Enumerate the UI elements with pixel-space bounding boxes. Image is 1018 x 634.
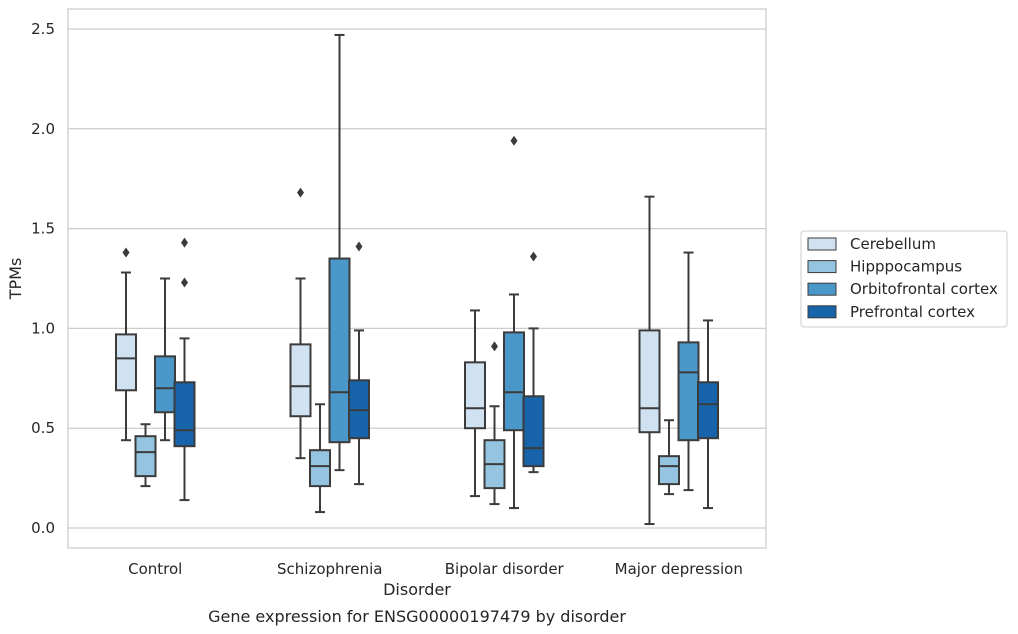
x-tick-label: Schizophrenia (277, 560, 382, 578)
box-group (638, 195, 661, 526)
y-tick-label: 2.0 (31, 120, 55, 138)
box-group (309, 403, 331, 514)
legend: Cerebellum Hipppocampus Orbitofrontal cort… (800, 230, 1008, 328)
legend-item: Prefrontal cortex (807, 303, 975, 321)
outlier-point (181, 277, 188, 288)
box-group (134, 423, 157, 488)
box (638, 329, 661, 434)
legend-items: Cerebellum Hipppocampus Orbitofrontal cort… (807, 235, 998, 321)
box (328, 257, 351, 444)
outlier-point (491, 341, 498, 352)
y-axis-title: TPMs (6, 258, 25, 301)
y-tick-label: 2.5 (31, 20, 55, 38)
outlier-point (530, 251, 537, 262)
box (115, 333, 137, 392)
x-tick-label: Bipolar disorder (445, 560, 565, 578)
legend-swatch (807, 260, 837, 274)
y-tick-label: 0.5 (31, 419, 55, 437)
y-tick-label: 1.5 (31, 220, 55, 238)
series-prefrontal-cortex (173, 237, 719, 510)
legend-swatch (807, 282, 837, 296)
box (503, 331, 525, 432)
box (173, 381, 196, 448)
chart-caption: Gene expression for ENSG00000197479 by d… (208, 607, 626, 626)
legend-label: Orbitofrontal cortex (850, 280, 998, 298)
box-group (658, 419, 680, 496)
box-group (348, 241, 370, 486)
outlier-point (181, 237, 188, 248)
box (464, 361, 486, 430)
box-group (115, 247, 137, 442)
outlier-point (297, 187, 304, 198)
legend-swatch (807, 305, 837, 319)
outlier-point (355, 241, 363, 252)
y-tick-labels: 0.0 0.5 1.0 1.5 2.0 2.5 (31, 20, 55, 537)
box (289, 343, 312, 418)
x-tick-labels: Control Schizophrenia Bipolar disorder Majo… (128, 560, 743, 578)
box-group (522, 251, 545, 474)
legend-label: Hipppocampus (850, 258, 962, 276)
box-group (464, 309, 486, 498)
plot-frame (67, 8, 767, 549)
series-hipppocampus (134, 341, 680, 514)
outlier-point (510, 135, 518, 146)
x-axis-title: Disorder (383, 580, 451, 599)
legend-item: Orbitofrontal cortex (807, 280, 998, 298)
box-group (677, 251, 700, 492)
x-tick-label: Major depression (615, 560, 743, 578)
series-orbitofrontal-cortex (154, 33, 700, 510)
outlier-point (122, 247, 130, 258)
box-group (503, 135, 525, 510)
box (697, 381, 719, 440)
grid-lines (68, 28, 766, 529)
box-group (173, 237, 196, 502)
box-group (483, 341, 506, 506)
box (522, 395, 545, 468)
y-tick-label: 1.0 (31, 319, 55, 337)
legend-item: Hipppocampus (807, 258, 962, 276)
x-tick-label: Control (128, 560, 182, 578)
box (658, 455, 680, 486)
box-series (115, 33, 719, 526)
legend-frame (800, 230, 1008, 328)
box (677, 341, 700, 442)
box (154, 355, 176, 414)
y-tick-label: 0.0 (31, 519, 55, 537)
box-group (154, 277, 176, 442)
box-group (697, 319, 719, 510)
box-group (289, 187, 312, 460)
legend-label: Cerebellum (850, 235, 936, 253)
legend-item: Cerebellum (807, 235, 936, 253)
box (309, 449, 331, 488)
box-group (328, 33, 351, 472)
legend-swatch (807, 237, 837, 251)
legend-label: Prefrontal cortex (850, 303, 975, 321)
series-cerebellum (115, 187, 661, 526)
box (134, 435, 157, 478)
